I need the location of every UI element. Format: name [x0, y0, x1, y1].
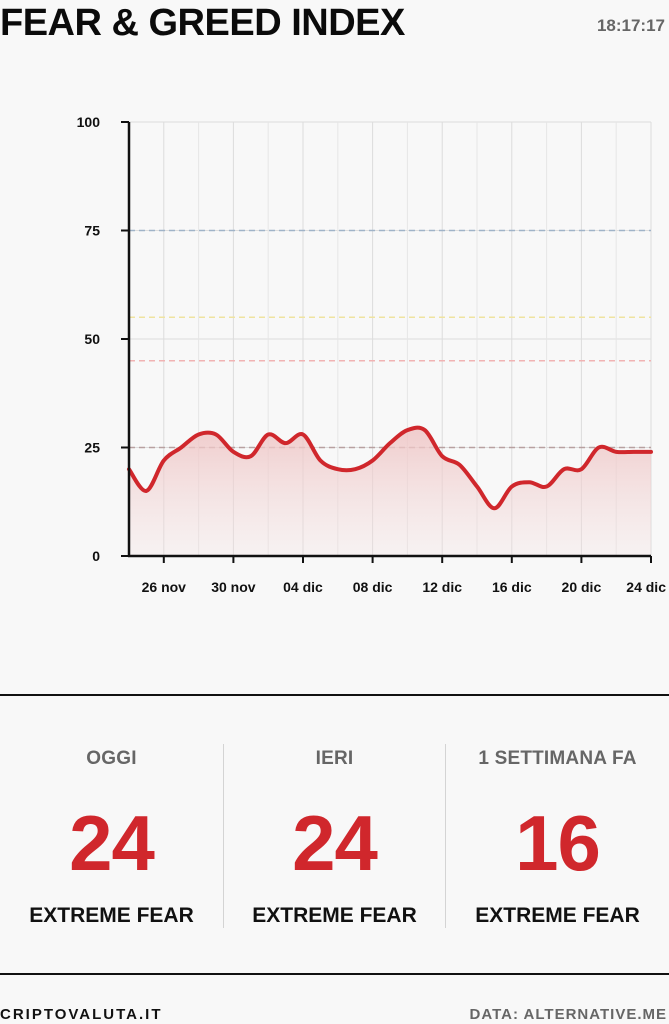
y-tick-label: 0 — [92, 548, 100, 564]
brand-label: CRIPTOVALUTA.IT — [0, 1006, 163, 1023]
y-tick-label: 100 — [77, 114, 101, 130]
stat-value: 16 — [515, 799, 601, 887]
stat-today: OGGI 24 EXTREME FEAR — [0, 696, 223, 973]
y-tick-label: 25 — [84, 440, 100, 456]
x-tick-label: 26 nov — [142, 579, 187, 595]
x-tick-label: 24 dic — [626, 579, 666, 595]
stat-label: 1 SETTIMANA FA — [478, 748, 637, 769]
stat-classification: EXTREME FEAR — [475, 904, 640, 927]
data-source-label: DATA: ALTERNATIVE.ME — [469, 1006, 667, 1023]
stat-divider — [445, 744, 446, 928]
stat-label: IERI — [315, 748, 354, 769]
y-tick-label: 75 — [84, 223, 100, 239]
x-tick-label: 30 nov — [211, 579, 256, 595]
stat-divider — [223, 744, 224, 928]
clock-time: 18:17:17 — [596, 16, 665, 35]
series-line — [127, 425, 653, 511]
x-tick-label: 20 dic — [562, 579, 602, 595]
top-divider — [0, 694, 669, 696]
y-tick-label: 50 — [84, 331, 100, 347]
fear-greed-chart: 0 25 50 75 100 26 nov 30 nov 04 dic 08 dic 12 dic… — [77, 114, 667, 595]
stat-week-ago: 1 SETTIMANA FA 16 EXTREME FEAR — [446, 696, 669, 973]
stat-value: 24 — [292, 799, 378, 887]
stats-panel: OGGI 24 EXTREME FEAR IERI 24 EXTREME FEA… — [0, 696, 669, 973]
x-tick-label: 12 dic — [422, 579, 462, 595]
bottom-divider — [0, 973, 669, 975]
x-tick-label: 08 dic — [353, 579, 393, 595]
stat-yesterday: IERI 24 EXTREME FEAR — [223, 696, 446, 973]
x-tick-label: 04 dic — [283, 579, 323, 595]
stat-label: OGGI — [86, 748, 137, 769]
x-tick-label: 16 dic — [492, 579, 532, 595]
stat-classification: EXTREME FEAR — [252, 904, 417, 927]
area-fill — [129, 427, 651, 556]
stat-classification: EXTREME FEAR — [29, 904, 194, 927]
stat-value: 24 — [69, 799, 155, 887]
page-title: FEAR & GREED INDEX — [0, 2, 405, 44]
